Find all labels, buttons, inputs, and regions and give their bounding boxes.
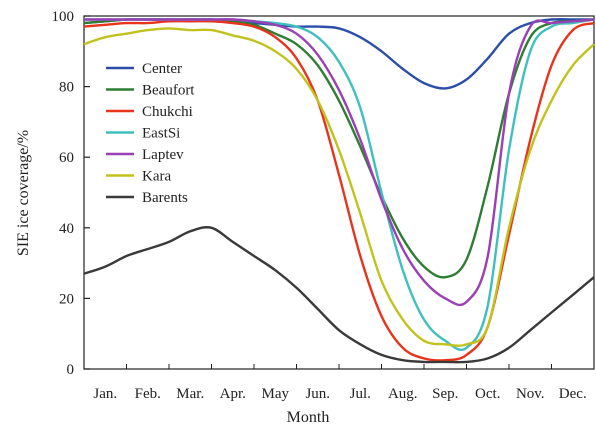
x-tick-label: Jun. [305, 386, 330, 402]
series-line-laptev [83, 18, 595, 307]
x-tick-label: Mar. [176, 386, 204, 402]
y-tick-label: 40 [59, 221, 74, 237]
legend-label-laptev: Laptev [142, 147, 184, 163]
legend-label-chukchi: Chukchi [142, 104, 193, 120]
legend-label-eastsi: EastSi [142, 126, 180, 142]
x-tick-label: May [262, 386, 290, 402]
x-tick-label: Oct. [475, 386, 500, 402]
y-tick-label: 0 [67, 362, 75, 378]
x-tick-label: Jul. [350, 386, 371, 402]
axes: 0 20 40 60 80 100 Jan. Feb. Mar. Apr. May Jun. Jul. A… [52, 9, 595, 402]
series-line-kara [83, 27, 595, 347]
series-line-barents [83, 226, 595, 364]
x-tick-label: Dec. [559, 386, 587, 402]
x-tick-label: Sep. [432, 386, 458, 402]
y-tick-label: 20 [59, 291, 74, 307]
legend-label-center: Center [142, 61, 182, 77]
x-tick-label: Feb. [135, 386, 161, 402]
series-line-chukchi [83, 19, 595, 362]
legend: Center Beaufort Chukchi EastSi Laptev Kara Bar… [106, 61, 195, 206]
x-tick-label: Nov. [516, 386, 545, 402]
x-axis-label: Month [287, 409, 330, 426]
legend-label-beaufort: Beaufort [142, 83, 195, 99]
y-tick-label: 60 [59, 150, 74, 166]
y-tick-label: 80 [59, 80, 74, 96]
y-axis-label: SIE ice coverage/% [15, 130, 32, 256]
y-tick-label: 100 [52, 9, 75, 25]
x-tick-label: Aug. [388, 386, 418, 402]
legend-label-kara: Kara [142, 169, 171, 185]
x-tick-label: Apr. [220, 386, 246, 402]
x-tick-label: Jan. [93, 386, 117, 402]
legend-label-barents: Barents [142, 190, 188, 206]
series-lines [83, 18, 595, 364]
